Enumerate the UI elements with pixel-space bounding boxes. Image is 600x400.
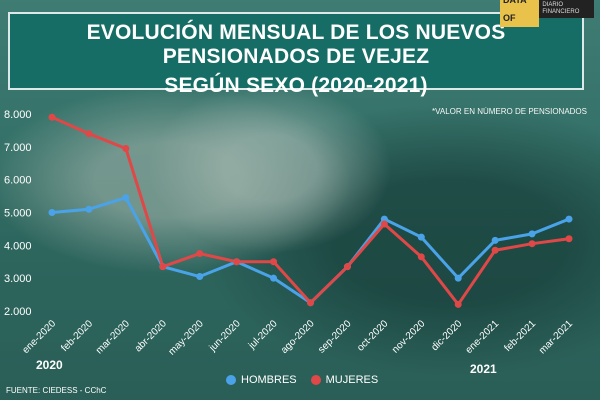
data-point-hombres	[122, 194, 130, 202]
series-line-hombres	[51, 196, 570, 305]
x-tick-label: oct-2020	[355, 318, 391, 354]
x-tick-label: feb-2021	[502, 318, 538, 354]
data-point-mujeres	[565, 235, 573, 243]
x-tick-label: ene-2020	[20, 318, 58, 356]
legend-item-mujeres: MUJERES	[310, 374, 379, 386]
data-point-hombres	[196, 273, 204, 281]
data-point-hombres	[380, 215, 388, 223]
legend-item-hombres: HOMBRES	[226, 374, 297, 386]
x-tick-label: feb-2020	[59, 318, 95, 354]
source-note: FUENTE: CIEDESS - CChC	[6, 386, 107, 395]
data-point-mujeres	[528, 240, 536, 248]
y-tick-label: 5.000	[4, 208, 32, 220]
data-point-mujeres	[233, 258, 241, 266]
data-point-mujeres	[159, 263, 167, 271]
chart-title-line-1: EVOLUCIÓN MENSUAL DE LOS NUEVOS PENSIONA…	[86, 21, 506, 68]
x-tick-label: dic-2020	[429, 318, 464, 353]
x-tick-label: mar-2021	[537, 318, 575, 356]
legend-swatch-hombres	[226, 375, 236, 385]
x-tick-label: ago-2020	[279, 318, 317, 356]
chart-legend: HOMBRES MUJERES	[226, 374, 378, 386]
legend-label-mujeres: MUJERES	[325, 374, 379, 386]
data-point-mujeres	[307, 299, 314, 307]
x-tick-label: mar-2020	[94, 318, 132, 356]
data-point-mujeres	[85, 130, 93, 138]
data-point-mujeres	[270, 258, 278, 266]
year-label-2020: 2020	[36, 358, 63, 372]
data-point-mujeres	[196, 250, 204, 258]
year-label-2021: 2021	[470, 362, 497, 376]
chart-title-line-2: SEGÚN SEXO (2020-2021)	[164, 74, 428, 97]
data-point-mujeres	[122, 144, 130, 152]
data-point-hombres	[565, 215, 573, 223]
data-point-mujeres	[48, 113, 56, 121]
data-point-mujeres	[380, 220, 388, 228]
x-tick-label: jul-2020	[246, 318, 280, 352]
y-tick-label: 7.000	[4, 142, 32, 154]
y-tick-label: 2.000	[4, 306, 32, 318]
y-tick-label: 4.000	[4, 240, 32, 252]
data-point-hombres	[491, 236, 499, 244]
title-box: EVOLUCIÓN MENSUAL DE LOS NUEVOS PENSIONA…	[8, 12, 584, 97]
data-point-hombres	[528, 230, 536, 238]
legend-swatch-mujeres	[310, 375, 321, 385]
data-point-hombres	[270, 274, 278, 282]
x-tick-label: nov-2020	[390, 318, 428, 356]
data-point-hombres	[48, 209, 56, 216]
data-point-mujeres	[417, 253, 425, 261]
x-tick-label: abr-2020	[133, 318, 169, 354]
data-point-hombres	[85, 205, 93, 213]
y-tick-label: 3.000	[4, 273, 32, 285]
y-tick-label: 8.000	[4, 109, 32, 121]
x-tick-label: may-2020	[167, 318, 207, 358]
logo-subtext: DIARIO FINANCIERO	[542, 2, 580, 15]
y-tick-label: 6.000	[4, 175, 32, 187]
value-note: *VALOR EN NÚMERO DE PENSIONADOS	[432, 107, 587, 116]
x-tick-label: jun-2020	[207, 318, 243, 354]
data-point-hombres	[454, 274, 462, 282]
data-point-hombres	[417, 233, 425, 241]
data-point-mujeres	[343, 263, 351, 271]
x-tick-label: sep-2020	[316, 318, 354, 356]
legend-label-hombres: HOMBRES	[241, 374, 297, 386]
data-point-mujeres	[491, 246, 499, 254]
logo-mark: DATA OF	[500, 0, 540, 27]
series-line-mujeres	[51, 115, 570, 306]
x-tick-label: ene-2021	[464, 318, 502, 356]
data-point-mujeres	[454, 300, 462, 308]
brand-logo: DATA OF DIARIO FINANCIERO	[500, 0, 594, 27]
